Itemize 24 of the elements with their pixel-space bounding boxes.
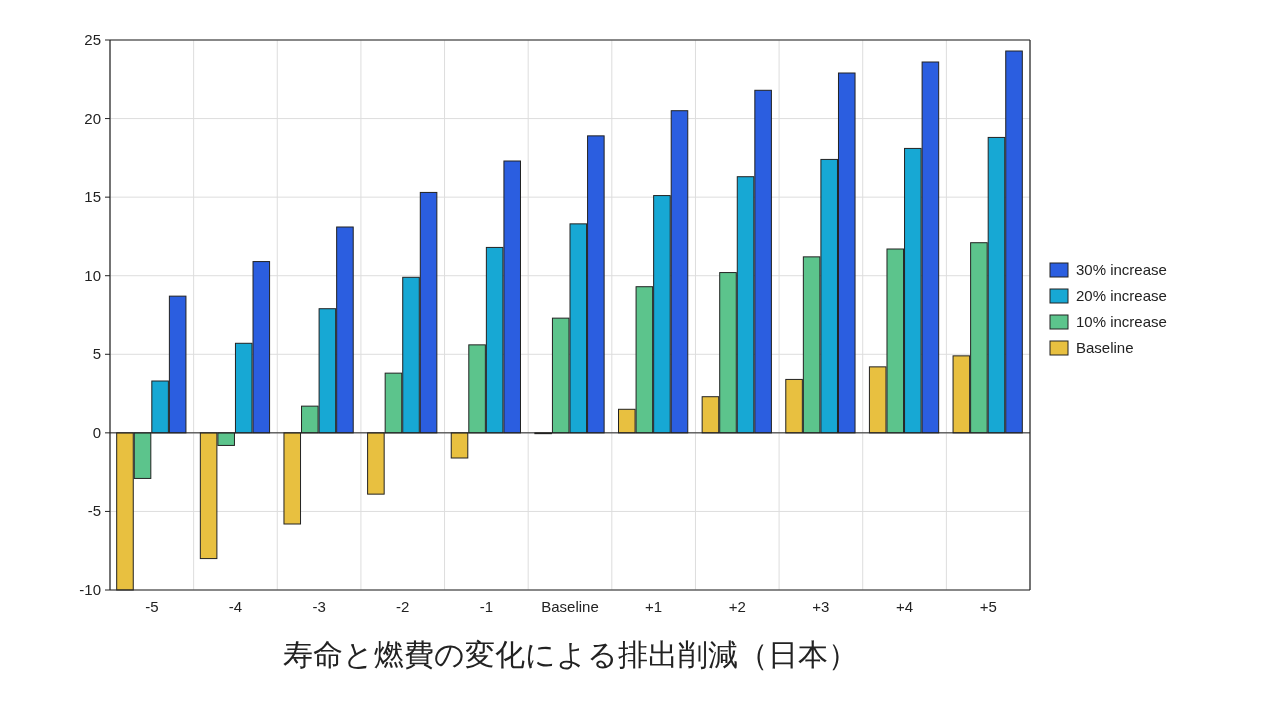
x-tick-label: +1 [645, 598, 663, 615]
x-tick-label: +2 [728, 598, 746, 615]
y-tick-label: 0 [92, 423, 101, 441]
y-tick-label: 5 [92, 345, 101, 363]
y-tick-label: -5 [87, 502, 101, 520]
x-tick-label: +4 [895, 598, 914, 615]
x-tick-label: +3 [812, 598, 830, 615]
x-tick-label: +5 [979, 598, 997, 615]
x-tick-label: -4 [228, 598, 243, 615]
legend-label: 30% increase [1076, 261, 1167, 278]
x-tick-label: -5 [145, 598, 159, 615]
y-tick-label: 20 [84, 109, 101, 127]
legend-label: 10% increase [1076, 313, 1167, 330]
x-tick-label: -2 [396, 598, 410, 615]
text: 寿命と燃費の変化による排出削減（日本） [282, 638, 858, 671]
x-tick-label: Baseline [541, 598, 599, 615]
y-tick-label: 10 [84, 266, 101, 284]
y-tick-label: 15 [84, 188, 101, 206]
y-tick-label: 25 [84, 31, 101, 48]
legend-label: Baseline [1076, 339, 1134, 356]
y-tick-label: -10 [79, 581, 101, 598]
x-tick-label: -3 [312, 598, 326, 615]
x-tick-label: -1 [479, 598, 494, 615]
legend-label: 20% increase [1076, 287, 1167, 304]
